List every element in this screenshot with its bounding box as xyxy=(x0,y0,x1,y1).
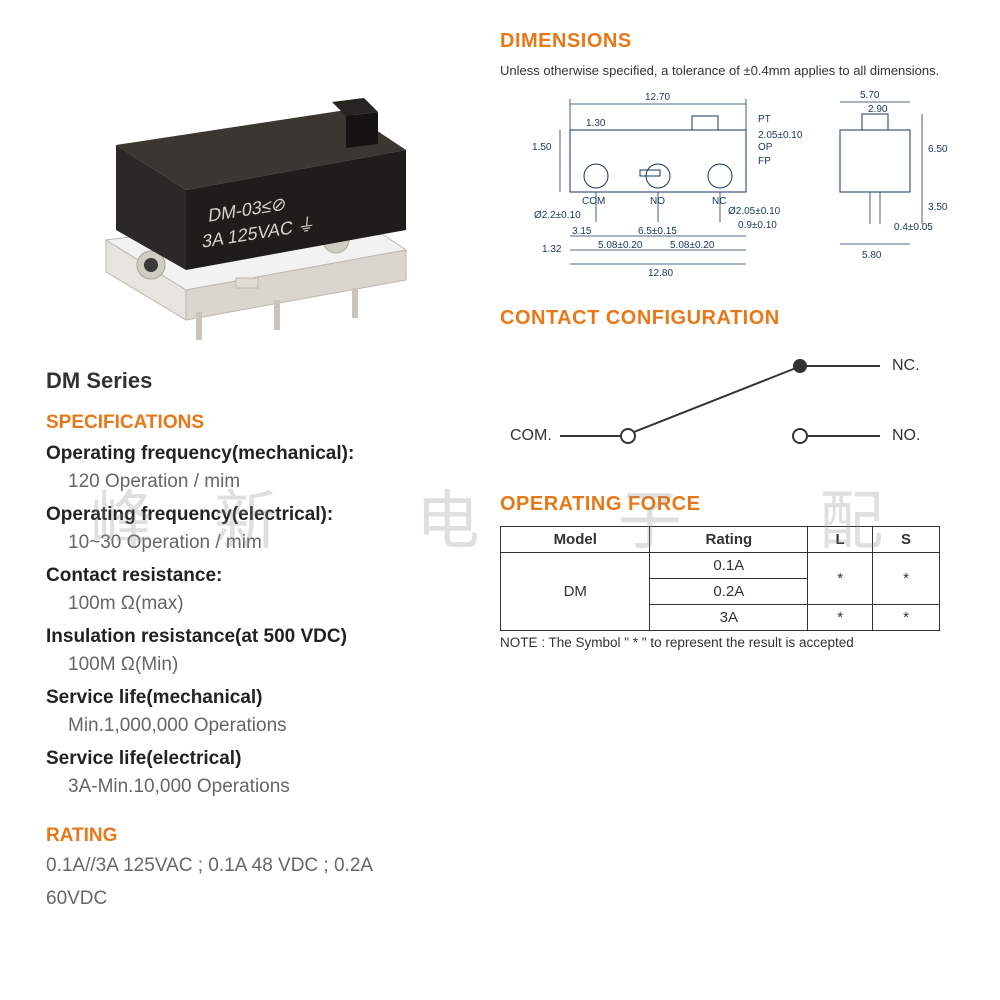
spec-value: 3A-Min.10,000 Operations xyxy=(46,773,476,801)
spec-item: Service life(mechanical) Min.1,000,000 O… xyxy=(46,684,476,739)
dim-label: PT xyxy=(758,114,771,125)
dim-label: 5.80 xyxy=(862,250,882,261)
col-model: Model xyxy=(501,527,650,553)
spec-value: 120 Operation / mim xyxy=(46,468,476,496)
left-column: DM-03≤⊘ 3A 125VAC ⏚ DM Series SPECIFICAT… xyxy=(46,40,476,913)
spec-label: Operating frequency(mechanical): xyxy=(46,440,476,468)
dimensions-diagram: 12.70 1.30 1.50 COM NO NC Ø2.2±0.10 Ø2.0… xyxy=(500,84,954,284)
dim-label: OP xyxy=(758,142,773,153)
cell-rating: 0.1A xyxy=(650,553,808,579)
spec-label: Service life(mechanical) xyxy=(46,684,476,712)
cell-rating: 3A xyxy=(650,605,808,631)
cell-l: * xyxy=(808,605,873,631)
spec-value: 10~30 Operation / mim xyxy=(46,529,476,557)
contact-config-diagram: COM. NC. NO. xyxy=(500,340,954,470)
dim-label: 3.50 xyxy=(928,202,948,213)
contact-config-heading: CONTACT CONFIGURATION xyxy=(500,307,954,330)
spec-item: Insulation resistance(at 500 VDC) 100M Ω… xyxy=(46,623,476,678)
dim-label: 3.15 xyxy=(572,226,592,237)
dim-label: 0.4±0.05 xyxy=(894,222,933,233)
cell-rating: 0.2A xyxy=(650,579,808,605)
dim-label: NO xyxy=(650,196,665,207)
cell-l: * xyxy=(808,553,873,605)
table-note: NOTE : The Symbol " * " to represent the… xyxy=(500,635,954,650)
product-illustration: DM-03≤⊘ 3A 125VAC ⏚ xyxy=(46,40,456,340)
spec-item: Contact resistance: 100m Ω(max) xyxy=(46,562,476,617)
dim-label: COM xyxy=(582,196,605,207)
spec-item: Operating frequency(electrical): 10~30 O… xyxy=(46,501,476,556)
dim-label: 6.50 xyxy=(928,144,948,155)
right-column: DIMENSIONS Unless otherwise specified, a… xyxy=(500,30,954,650)
spec-label: Contact resistance: xyxy=(46,562,476,590)
dim-label: FP xyxy=(758,156,771,167)
dim-label: 12.70 xyxy=(645,92,670,103)
dimensions-heading: DIMENSIONS xyxy=(500,30,954,53)
col-s: S xyxy=(873,527,940,553)
spec-label: Service life(electrical) xyxy=(46,745,476,773)
col-rating: Rating xyxy=(650,527,808,553)
operating-force-heading: OPERATING FORCE xyxy=(500,493,954,516)
spec-value: 100M Ω(Min) xyxy=(46,651,476,679)
dim-label: 6.5±0.15 xyxy=(638,226,677,237)
series-title: DM Series xyxy=(46,368,476,394)
spec-value: 100m Ω(max) xyxy=(46,590,476,618)
col-l: L xyxy=(808,527,873,553)
rating-line-1: 0.1A//3A 125VAC ; 0.1A 48 VDC ; 0.2A xyxy=(46,851,476,880)
contact-label-com: COM. xyxy=(510,427,552,444)
dim-label: 5.70 xyxy=(860,90,880,101)
spec-value: Min.1,000,000 Operations xyxy=(46,712,476,740)
operating-force-table: Model Rating L S DM 0.1A * * 0.2A 3A * * xyxy=(500,526,940,631)
dim-label: 5.08±0.20 xyxy=(598,240,643,251)
dim-label: 1.30 xyxy=(586,118,606,129)
table-header-row: Model Rating L S xyxy=(501,527,940,553)
cell-s: * xyxy=(873,553,940,605)
cell-s: * xyxy=(873,605,940,631)
spec-label: Insulation resistance(at 500 VDC) xyxy=(46,623,476,651)
contact-label-nc: NC. xyxy=(892,357,920,374)
spec-item: Service life(electrical) 3A-Min.10,000 O… xyxy=(46,745,476,800)
specs-heading: SPECIFICATIONS xyxy=(46,412,476,434)
dim-label: 2.05±0.10 xyxy=(758,130,803,141)
dim-label: 0.9±0.10 xyxy=(738,220,777,231)
dim-label: 1.50 xyxy=(532,142,552,153)
dim-label: Ø2.2±0.10 xyxy=(534,210,581,221)
dim-label: 12.80 xyxy=(648,268,673,279)
dim-label: Ø2.05±0.10 xyxy=(728,206,781,217)
dim-label: 1.32 xyxy=(542,244,562,255)
datasheet-page: DM-03≤⊘ 3A 125VAC ⏚ DM Series SPECIFICAT… xyxy=(0,0,1000,1000)
dim-label: NC xyxy=(712,196,726,207)
table-row: DM 0.1A * * xyxy=(501,553,940,579)
dim-label: 5.08±0.20 xyxy=(670,240,715,251)
dim-label: 2.90 xyxy=(868,104,888,115)
contact-label-no: NO. xyxy=(892,427,920,444)
rating-heading: RATING xyxy=(46,825,476,847)
spec-label: Operating frequency(electrical): xyxy=(46,501,476,529)
rating-line-2: 60VDC xyxy=(46,884,476,913)
dimensions-note: Unless otherwise specified, a tolerance … xyxy=(500,63,954,78)
cell-model: DM xyxy=(501,553,650,631)
spec-item: Operating frequency(mechanical): 120 Ope… xyxy=(46,440,476,495)
